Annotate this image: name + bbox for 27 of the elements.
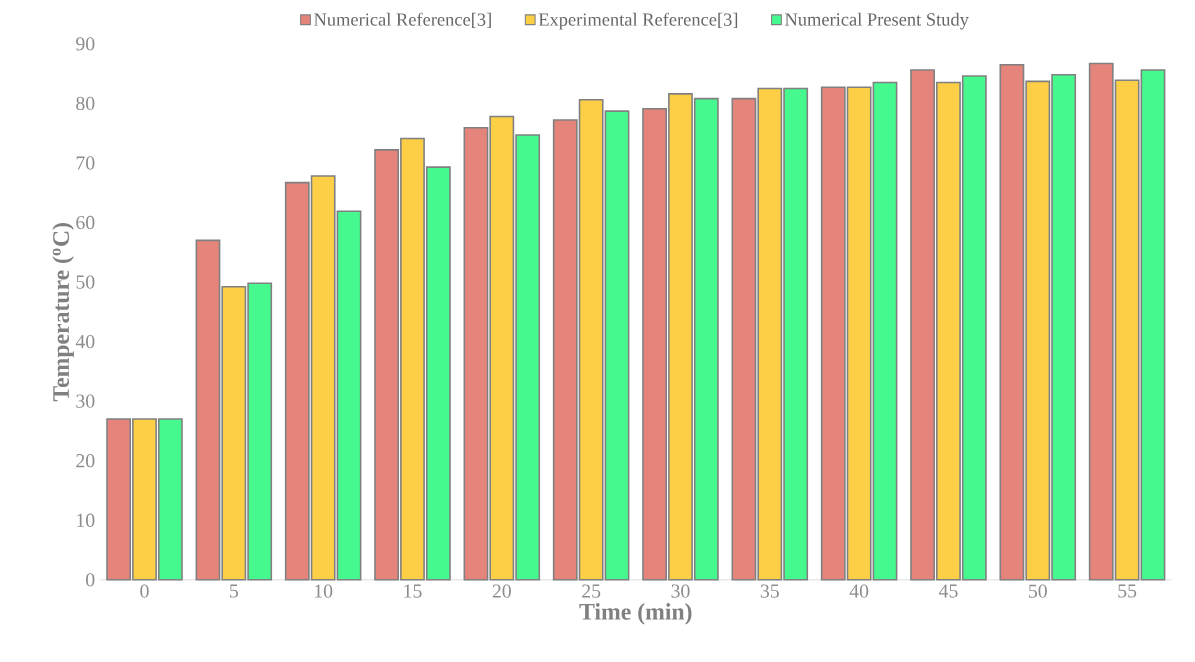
y-tick-label: 40 (75, 334, 95, 349)
x-tick-label: 50 (1029, 584, 1047, 598)
x-tick-label: 10 (315, 584, 333, 598)
x-axis-title: Time (min) (579, 602, 692, 625)
x-tick-label: 0 (140, 584, 149, 598)
y-tick-label: 50 (76, 275, 95, 289)
legend-label: Numerical Present Study (785, 12, 969, 30)
x-tick-label: 15 (404, 584, 422, 598)
y-tick-label: 80 (76, 96, 95, 110)
x-tick-label: 5 (230, 584, 238, 598)
x-tick-label: 25 (582, 584, 601, 598)
x-tick-label: 40 (849, 584, 869, 598)
x-tick-label: 55 (1118, 584, 1137, 598)
x-tick-label: 20 (492, 584, 511, 598)
x-tick-label: 45 (938, 584, 958, 598)
legend-label: Experimental Reference[3] (538, 12, 738, 30)
y-tick-label: 10 (77, 513, 95, 527)
y-tick-label: 20 (76, 453, 95, 468)
y-tick-label: 60 (76, 215, 95, 230)
y-tick-label: 0 (86, 573, 95, 587)
y-tick-label: 30 (76, 394, 95, 408)
y-tick-label: 70 (76, 156, 95, 170)
y-tick-label: 90 (76, 37, 95, 51)
x-tick-label: 30 (671, 584, 690, 598)
x-tick-label: 35 (760, 584, 779, 598)
legend-label: Numerical Reference[3] (314, 12, 491, 28)
y-axis-title: Temperature ($^{o}$C) (52, 223, 74, 402)
